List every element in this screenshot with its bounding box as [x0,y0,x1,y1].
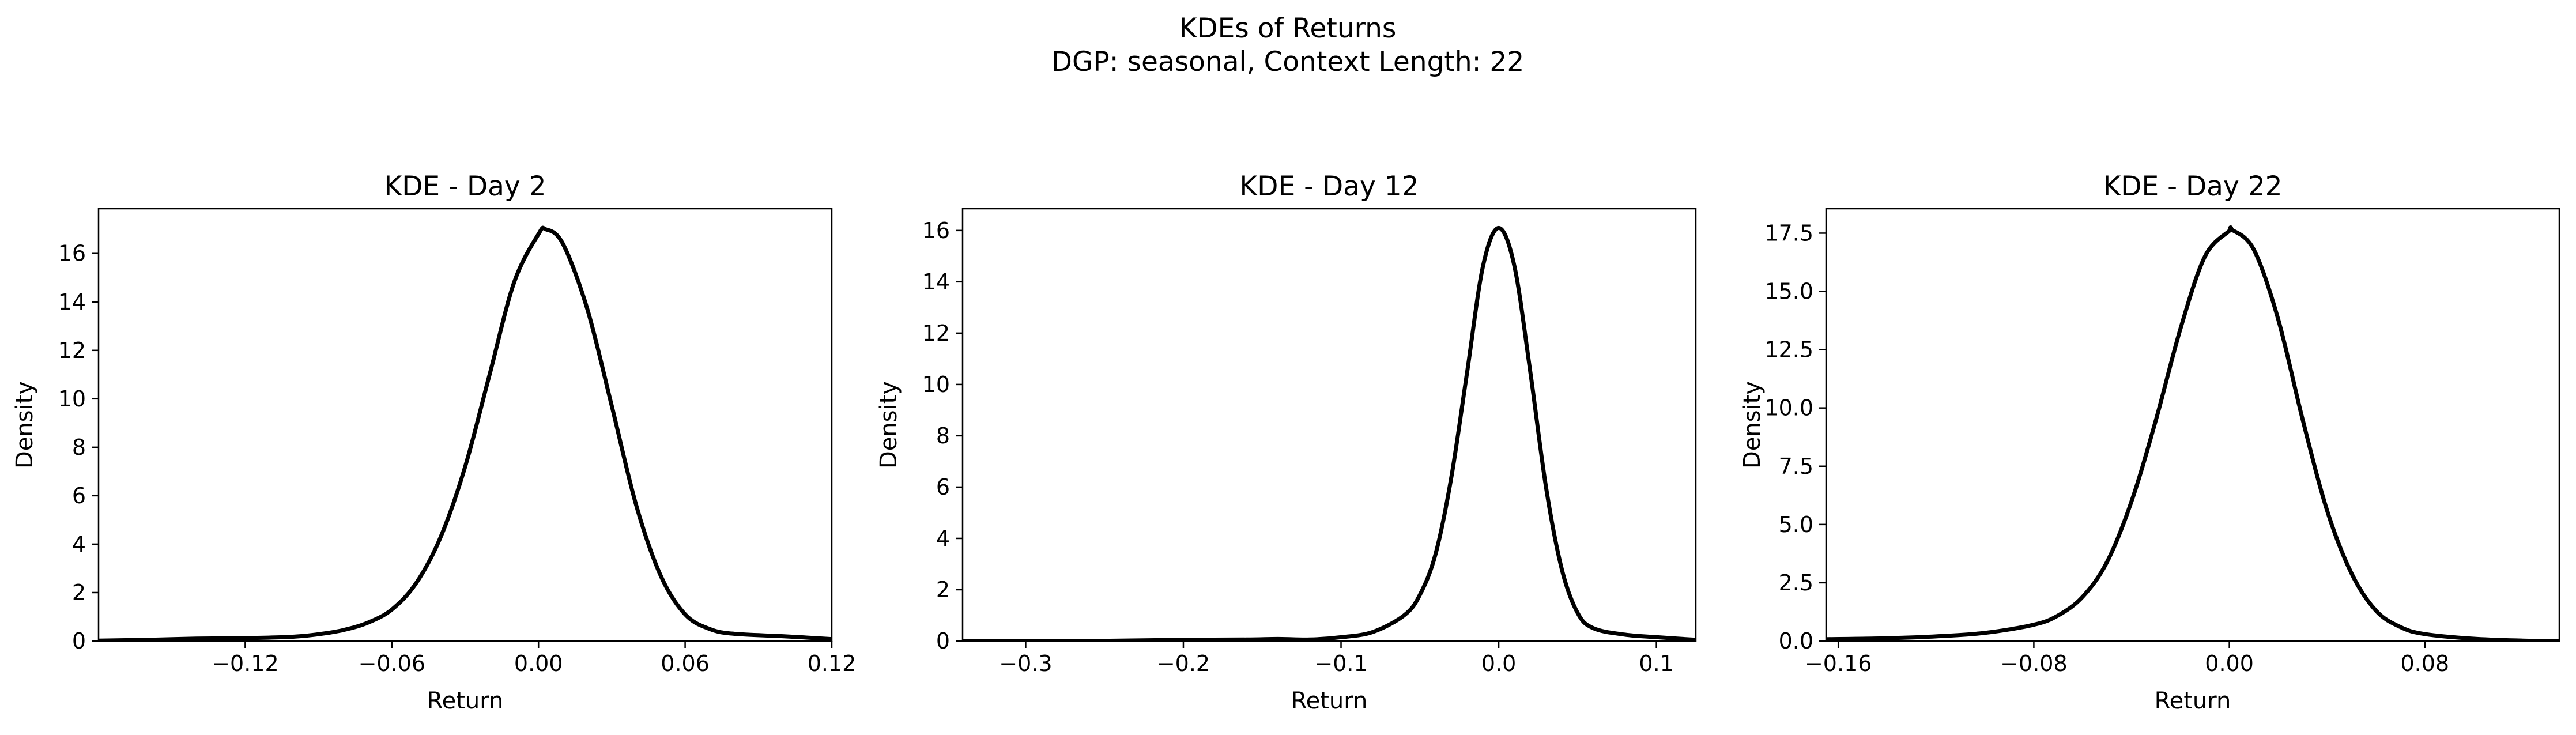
y-tick-label: 2.5 [1779,570,1813,595]
axes-frame [97,208,833,642]
axes-frame [961,208,1697,642]
y-tick-label: 6 [72,483,86,508]
x-tick-label: 0.00 [2205,651,2254,676]
x-tick-label: −0.3 [999,651,1052,676]
kde-curve-2 [963,225,1696,641]
y-tick-label: 5.0 [1779,512,1813,537]
x-tick-label: −0.1 [1314,651,1367,676]
kde-panel-2: −0.3 −0.2 −0.1 0.0 0.1 0 2 4 6 8 10 12 14 16 KDE - Day… [876,171,1697,714]
y-tick-label: 14 [58,289,86,315]
x-tick-label: 0.1 [1639,651,1673,676]
figure-suptitle-line-1: KDEs of Returns [1179,13,1397,44]
y-tick-label: 4 [72,532,86,557]
x-axis-label: Return [2155,688,2231,714]
figure-suptitle-line-2: DGP: seasonal, Context Length: 22 [1051,46,1524,78]
y-tick-label: 10.0 [1764,395,1813,421]
x-tick-label: −0.08 [2000,651,2067,676]
y-tick-label: 7.5 [1779,454,1813,479]
y-tick-label: 12 [922,321,950,346]
y-axis-label: Density [1739,381,1766,469]
y-tick-label: 12.5 [1764,337,1813,363]
y-tick-label: 8 [936,423,950,448]
y-tick-label: 2 [936,577,950,602]
y-tick-label: 12 [58,338,86,363]
y-tick-label: 16 [922,218,950,243]
x-tick-label: 0.08 [2400,651,2449,676]
y-tick-label: 16 [58,241,86,266]
y-tick-label: 0 [936,628,950,654]
panel-title: KDE - Day 12 [1239,171,1419,202]
panel-title: KDE - Day 22 [2103,171,2282,202]
y-axis-label: Density [876,381,902,469]
x-axis-label: Return [1291,688,1368,714]
y-tick-label: 4 [936,526,950,551]
y-tick-label: 10 [922,372,950,397]
y-tick-label: 17.5 [1764,220,1813,246]
y-tick-label: 10 [58,386,86,412]
panel-title: KDE - Day 2 [384,171,546,202]
x-tick-label: 0.0 [1481,651,1516,676]
kde-panel-1: −0.12 −0.06 0.00 0.06 0.12 0 2 4 6 8 10 12 14 16 KDE -… [12,171,856,714]
x-tick-label: −0.2 [1157,651,1210,676]
kde-curve-1 [99,225,832,641]
y-tick-label: 6 [936,474,950,500]
x-tick-label: −0.12 [212,651,278,676]
y-tick-label: 0.0 [1779,628,1813,654]
y-tick-label: 14 [922,269,950,295]
kde-curve-3 [1826,225,2559,641]
x-tick-label: −0.16 [1805,651,1872,676]
x-tick-label: 0.00 [514,651,563,676]
kde-panel-3: −0.16 −0.08 0.00 0.08 0.0 2.5 5.0 7.5 10.0 12.5 15… [1739,171,2560,714]
x-tick-label: −0.06 [359,651,425,676]
y-tick-label: 0 [72,628,86,654]
x-axis-label: Return [427,688,504,714]
x-tick-label: 0.12 [808,651,857,676]
y-axis-label: Density [12,381,38,469]
y-tick-label: 2 [72,580,86,605]
x-tick-label: 0.06 [661,651,710,676]
y-tick-label: 8 [72,435,86,460]
axes-frame [1825,208,2560,642]
y-tick-label: 15.0 [1764,279,1813,304]
